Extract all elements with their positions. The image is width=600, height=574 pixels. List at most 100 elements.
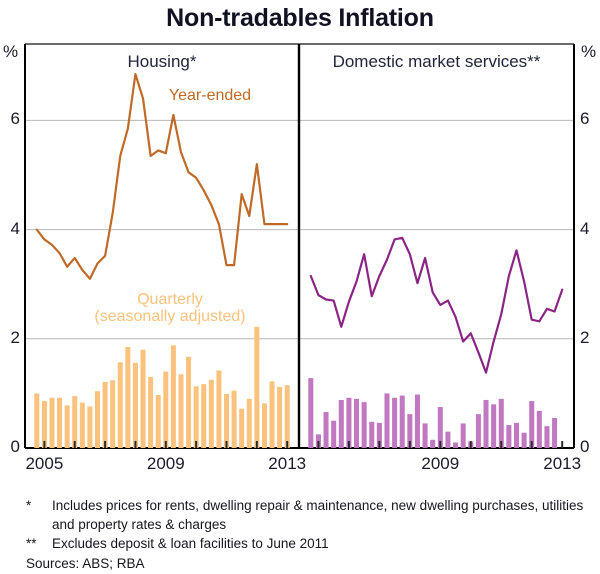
bar bbox=[354, 398, 360, 448]
sources-line: Sources: ABS; RBA bbox=[26, 556, 145, 572]
bar bbox=[284, 385, 290, 448]
bar bbox=[72, 396, 78, 448]
panel-Housing* bbox=[34, 72, 290, 448]
bar bbox=[521, 432, 527, 448]
bar bbox=[437, 407, 443, 448]
bar bbox=[79, 402, 85, 448]
bar bbox=[376, 422, 382, 448]
bar bbox=[87, 406, 93, 448]
series-label-quarterly: Quarterly (seasonally adjusted) bbox=[60, 291, 280, 326]
panel-Domestic market services** bbox=[308, 236, 564, 448]
bar bbox=[102, 381, 108, 448]
footnote-text: Includes prices for rents, dwelling repa… bbox=[52, 498, 584, 533]
line-series bbox=[309, 236, 564, 374]
x-tick-label: 2005 bbox=[25, 454, 64, 473]
bar bbox=[125, 347, 131, 448]
bar bbox=[544, 426, 550, 448]
bar bbox=[552, 417, 558, 448]
bar bbox=[246, 398, 252, 448]
bar bbox=[407, 414, 413, 448]
bar bbox=[331, 420, 337, 448]
series-label-line: (seasonally adjusted) bbox=[94, 307, 246, 325]
bar bbox=[483, 399, 489, 448]
bar bbox=[261, 403, 267, 448]
footnotes: * Includes prices for rents, dwelling re… bbox=[26, 496, 586, 574]
bar bbox=[239, 408, 245, 448]
bar bbox=[369, 421, 375, 448]
bar bbox=[346, 397, 352, 448]
bar bbox=[491, 404, 497, 448]
series-label-year-ended: Year-ended bbox=[168, 87, 252, 104]
bar bbox=[132, 362, 138, 448]
plot-area bbox=[24, 43, 575, 449]
footnote-text: Excludes deposit & loan facilities to Ju… bbox=[52, 536, 329, 552]
bar bbox=[140, 349, 146, 448]
x-tick-label: 2009 bbox=[146, 454, 185, 473]
bar bbox=[414, 394, 420, 448]
bar bbox=[224, 393, 230, 448]
bar bbox=[475, 414, 481, 448]
bar bbox=[445, 431, 451, 448]
y-tick-label-left: 6 bbox=[10, 109, 20, 129]
bar bbox=[323, 411, 329, 448]
bar bbox=[178, 374, 184, 448]
bar bbox=[529, 401, 535, 448]
bar bbox=[201, 384, 207, 448]
bar bbox=[208, 379, 214, 448]
bar bbox=[148, 377, 154, 448]
bar bbox=[57, 397, 63, 448]
x-tick-label: 2013 bbox=[543, 454, 582, 473]
bar bbox=[460, 423, 466, 448]
y-tick-label-right: 6 bbox=[580, 109, 590, 129]
bar bbox=[64, 405, 70, 448]
page-title: Non-tradables Inflation bbox=[166, 4, 434, 32]
panel-caption-housing: Housing* bbox=[127, 52, 197, 71]
bar bbox=[308, 378, 314, 448]
bar bbox=[110, 380, 116, 448]
bar bbox=[498, 398, 504, 448]
bar bbox=[506, 425, 512, 448]
bar bbox=[117, 362, 123, 448]
bar bbox=[254, 326, 260, 448]
y-tick-label-left: 4 bbox=[10, 218, 20, 238]
bar bbox=[163, 371, 169, 448]
bar bbox=[453, 442, 459, 448]
bar bbox=[95, 391, 101, 448]
bar bbox=[186, 356, 192, 448]
bar bbox=[430, 439, 436, 448]
bar bbox=[392, 397, 398, 448]
footnote-row: * Includes prices for rents, dwelling re… bbox=[26, 496, 586, 534]
bar bbox=[231, 390, 237, 448]
bar bbox=[384, 393, 390, 448]
y-tick-label-left: 2 bbox=[10, 327, 20, 347]
bar bbox=[34, 393, 40, 448]
line-series bbox=[35, 72, 289, 280]
y-tick-label-right: 0 bbox=[580, 437, 590, 456]
bar bbox=[399, 395, 405, 448]
footnote-mark: ** bbox=[26, 536, 37, 552]
x-tick-label: 2013 bbox=[268, 454, 307, 473]
bar bbox=[269, 381, 275, 448]
series-label-line: Quarterly bbox=[137, 291, 203, 308]
footnote-row: ** Excludes deposit & loan facilities to… bbox=[26, 534, 586, 553]
bar bbox=[338, 399, 344, 448]
y-tick-label-right: 4 bbox=[580, 218, 590, 238]
bar bbox=[170, 345, 176, 448]
bar bbox=[536, 410, 542, 448]
bar bbox=[422, 423, 428, 448]
bar bbox=[277, 386, 283, 448]
bar bbox=[361, 402, 367, 448]
bar bbox=[513, 422, 519, 448]
y-axis-unit-left: % bbox=[3, 42, 19, 61]
bar bbox=[41, 401, 47, 448]
y-tick-label-left: 0 bbox=[10, 437, 20, 456]
footnote-mark: * bbox=[26, 498, 32, 513]
x-tick-label: 2009 bbox=[421, 454, 460, 473]
y-tick-label-right: 2 bbox=[580, 327, 590, 347]
panel-caption-domestic-market-services: Domestic market services** bbox=[332, 52, 541, 71]
bar bbox=[193, 386, 199, 448]
bar bbox=[49, 397, 55, 448]
bar bbox=[216, 370, 222, 448]
y-axis-unit-right: % bbox=[581, 42, 597, 61]
